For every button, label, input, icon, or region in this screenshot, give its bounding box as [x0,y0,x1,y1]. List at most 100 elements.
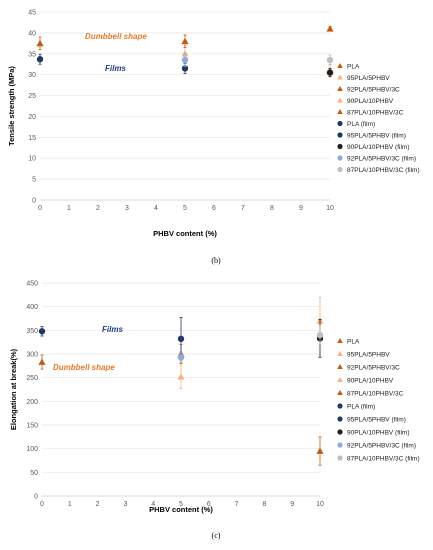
data-point-92pla-5phbv-3c-film [181,56,189,64]
legend-entry: PLA (film) [347,121,375,128]
legend-entry: PLA [347,338,360,345]
data-point-95pla-5phbv [177,373,185,380]
y-axis-label: Tensile strength (MPa) [7,66,16,146]
legend-entry: PLA (film) [347,403,375,410]
legend-marker-circle [337,132,343,138]
x-tick-label: 3 [125,205,129,212]
x-tick-label: 10 [326,205,334,212]
y-tick-label: 5 [32,177,36,184]
x-tick-label: 6 [207,501,211,508]
y-tick-label: 100 [26,446,38,453]
y-tick-label: 200 [26,399,38,406]
legend-marker-triangle [337,377,343,382]
y-axis-label: Elongation at break(%) [9,348,18,430]
legend-entry: 95PLA/5PHBV [347,351,390,358]
data-point-87pla-10phbv-3c-film [326,56,334,64]
legend-entry: 90PLA/10PHBV [347,98,394,105]
x-tick-label: 7 [241,205,245,212]
legend-marker-circle [337,155,343,161]
y-tick-label: 400 [26,304,38,311]
data-point-pla-film [38,328,46,335]
y-tick-label: 50 [30,470,38,477]
y-tick-label: 300 [26,352,38,359]
data-point-92pla-5phbv-3c [181,37,189,45]
legend-entry: PLA [347,63,360,70]
legend-entry: 92PLA/5PHBV/3C (film) [347,442,416,449]
legend-entry: 90PLA/10PHBV [347,377,394,384]
legend-entry: 92PLA/5PHBV/3C [347,364,400,371]
y-tick-label: 20 [28,114,36,121]
y-tick-label: 450 [26,281,38,288]
data-point-87pla-10phbv-3c [316,447,324,454]
legend-entry: 90PLA/10PHBV (film) [347,144,410,151]
data-point-87pla-10phbv-3c-film [316,331,324,339]
legend-entry: 87PLA/10PHBV/3C (film) [347,167,420,174]
data-point-90pla-10phbv-film [326,69,334,76]
legend-entry: 87PLA/10PHBV/3C [347,109,404,116]
x-tick-label: 9 [290,501,294,508]
x-tick-label: 8 [270,205,274,212]
y-tick-label: 0 [32,198,36,205]
x-tick-label: 7 [235,501,239,508]
legend-marker-circle [337,403,343,409]
x-tick-label: 1 [68,501,72,508]
y-tick-label: 15 [28,135,36,142]
legend-marker-triangle [337,338,343,343]
annotation-dumbbell-shape: Dumbbell shape [53,363,115,372]
chart-elongation-at-break: 0 50 100 150 200 250 300 350 400 450 0 1 2 3 4 5 6 7 8 9 10 P… [9,281,420,515]
legend-marker-triangle [337,86,343,91]
x-tick-label: 4 [154,205,158,212]
annotation-films: Films [102,325,123,334]
annotation-films: Films [105,64,126,73]
data-point-pla [36,39,44,47]
x-tick-label: 8 [262,501,266,508]
legend-marker-triangle [337,364,343,369]
data-point-95pla-5phbv-film [177,335,185,343]
legend-entry: 95PLA/5PHBV [347,75,390,82]
data-point-pla-film [36,56,44,63]
y-tick-label: 0 [34,494,38,501]
legend-marker-circle [337,120,343,127]
legend-marker-triangle [337,390,343,395]
x-axis-label: PHBV content (%) [153,229,217,238]
legend-marker-triangle [337,109,343,114]
x-tick-label: 0 [40,501,44,508]
x-tick-label: 6 [212,205,216,212]
legend-marker-circle [337,416,343,422]
legend-marker-circle [337,455,343,461]
data-point-92pla-5phbv-3c-film [177,354,185,361]
x-tick-label: 4 [151,501,155,508]
x-tick-label: 2 [96,501,100,508]
legend-entry: 95PLA/5PHBV (film) [347,132,406,139]
y-tick-label: 25 [28,93,36,100]
panel-label-c: (c) [212,531,221,540]
x-tick-label: 5 [179,501,183,508]
legend-marker-circle [337,143,343,150]
x-tick-label: 2 [96,205,100,212]
data-point-95pla-5phbv-film [181,65,189,72]
y-tick-label: 30 [28,72,36,79]
legend-entry: 95PLA/5PHBV (film) [347,416,406,423]
legend-entry: 92PLA/5PHBV/3C [347,86,400,93]
x-axis-label: PHBV content (%) [149,505,213,514]
annotation-dumbbell-shape: Dumbbell shape [85,32,147,41]
legend-marker-circle [337,429,343,435]
legend-marker-triangle [337,63,343,68]
x-tick-label: 1 [67,205,71,212]
legend-marker-triangle [337,97,343,103]
x-tick-label: 5 [183,205,187,212]
legend-marker-triangle [337,74,343,80]
y-tick-label: 250 [26,375,38,382]
x-tick-label: 0 [38,205,42,212]
x-tick-label: 10 [316,501,324,508]
data-point-pla [38,358,46,365]
y-tick-label: 45 [28,10,36,17]
y-tick-label: 40 [28,30,36,37]
legend-entry: 87PLA/10PHBV/3C (film) [347,455,420,462]
x-tick-label: 9 [299,205,303,212]
y-tick-label: 150 [26,423,38,430]
legend-marker-triangle [337,351,343,356]
x-tick-label: 3 [123,501,127,508]
